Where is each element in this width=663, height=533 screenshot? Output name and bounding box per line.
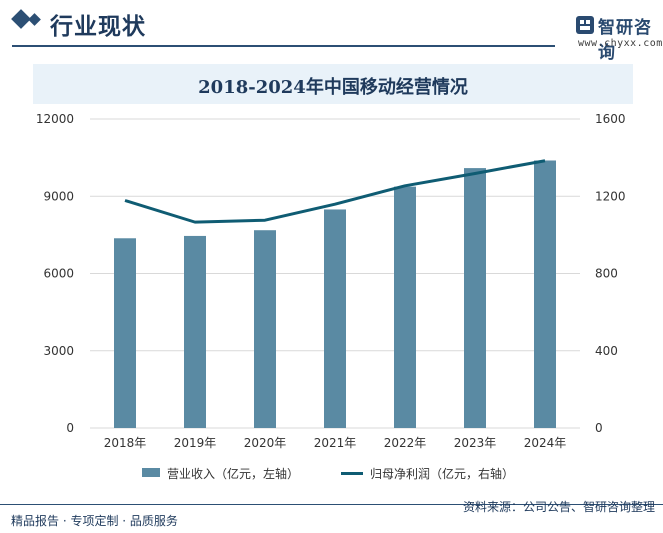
- footer-source: 资料来源：公司公告、智研咨询整理: [462, 500, 655, 514]
- legend-line-label: 归母净利润（亿元，右轴）: [370, 467, 515, 481]
- bar: [324, 209, 346, 428]
- x-tick-label: 2019年: [174, 436, 217, 450]
- footer-tagline: 精品报告 · 专项定制 · 品质服务: [11, 514, 178, 528]
- x-tick-label: 2023年: [454, 436, 497, 450]
- axes: 0 3000 6000 9000 12000 0 400 800 1200 1600 2018年 20…: [36, 112, 626, 450]
- legend-bar-swatch: [142, 468, 160, 477]
- bar: [114, 238, 136, 428]
- y-right-tick-label: 1200: [595, 189, 626, 203]
- line-path: [124, 159, 546, 224]
- line-series: [124, 159, 546, 224]
- y-left-tick-label: 3000: [43, 344, 74, 358]
- page-header: 行业现状 智研咨询 www.chyxx.com: [0, 0, 663, 63]
- logo-url: www.chyxx.com: [578, 38, 663, 49]
- y-left-tick-label: 12000: [36, 112, 74, 126]
- chart-title-band: 2018-2024年中国移动经营情况: [33, 64, 633, 104]
- y-right-tick-label: 800: [595, 267, 618, 281]
- x-tick-label: 2020年: [244, 436, 287, 450]
- footer-divider: [0, 504, 663, 505]
- y-right-tick-label: 1600: [595, 112, 626, 126]
- y-right-tick-label: 400: [595, 344, 618, 358]
- bar: [534, 160, 556, 428]
- bar: [254, 230, 276, 428]
- y-left-tick-label: 0: [66, 421, 74, 435]
- bar-series: [114, 160, 556, 428]
- x-tick-label: 2021年: [314, 436, 357, 450]
- header-divider: [12, 45, 555, 47]
- chart-title: 2018-2024年中国移动经营情况: [198, 77, 468, 98]
- section-title: 行业现状: [50, 14, 146, 40]
- y-right-tick-label: 0: [595, 421, 603, 435]
- x-tick-label: 2022年: [384, 436, 427, 450]
- logo-text: 智研咨询: [598, 18, 652, 63]
- logo-icon: [576, 16, 594, 34]
- legend-line-swatch: [341, 472, 363, 475]
- bar: [464, 168, 486, 428]
- legend-bar-label: 营业收入（亿元，左轴）: [167, 467, 300, 481]
- bar: [184, 235, 206, 428]
- x-tick-label: 2024年: [524, 436, 567, 450]
- y-left-tick-label: 9000: [43, 189, 74, 203]
- y-left-tick-label: 6000: [43, 267, 74, 281]
- bar: [394, 186, 416, 428]
- x-tick-label: 2018年: [104, 436, 147, 450]
